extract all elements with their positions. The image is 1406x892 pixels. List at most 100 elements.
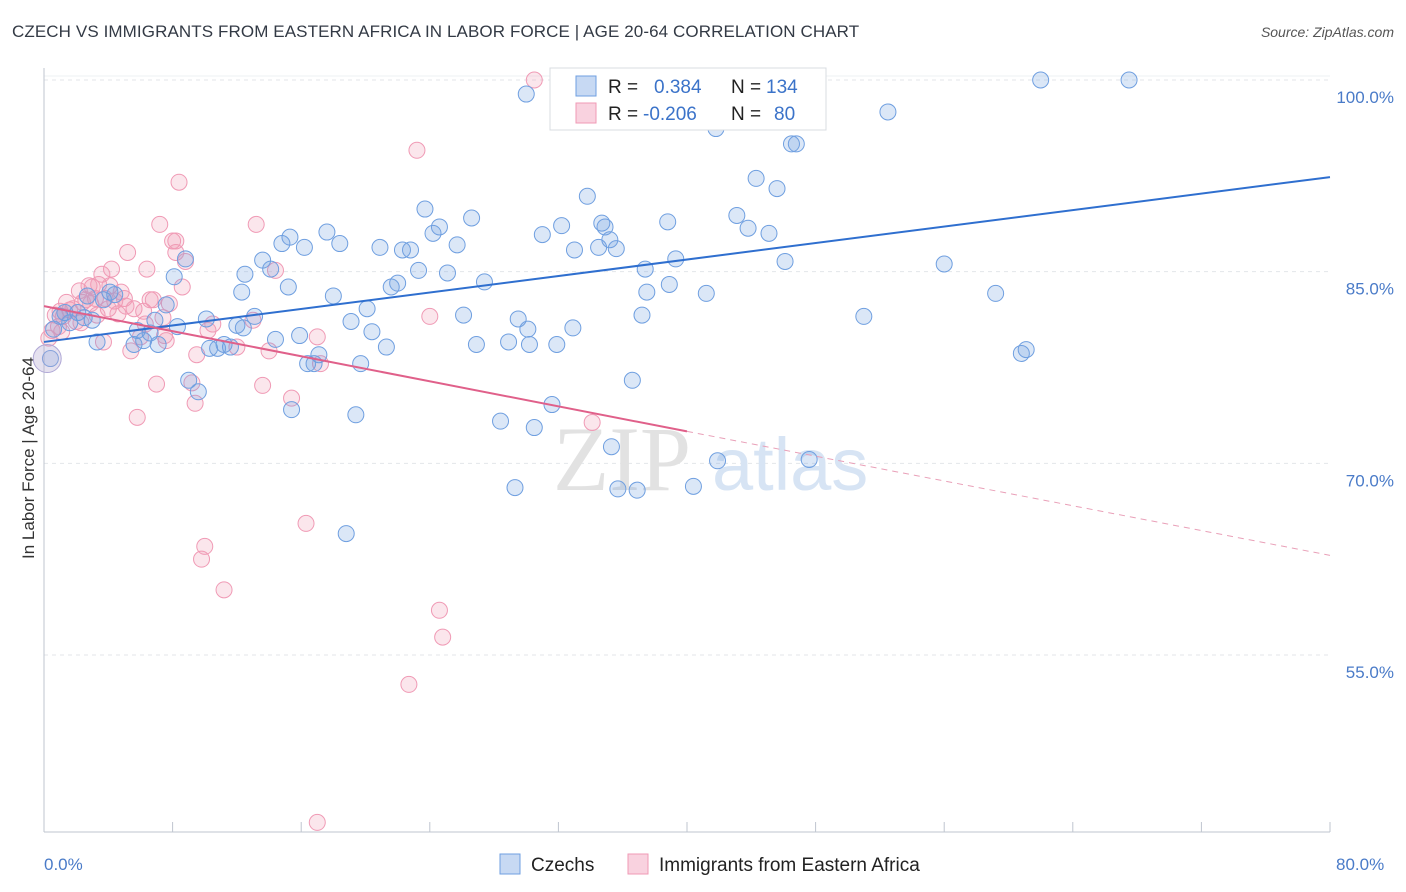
czechs-point [281,228,299,246]
eastern-africa-point [421,307,439,325]
x-tick-max: 80.0% [1336,855,1384,874]
czechs-point [125,336,143,353]
czechs-point [463,209,481,227]
eastern-africa-point [430,601,448,619]
x-axis-ticks [43,822,1331,832]
czechs-point [739,219,757,237]
czechs-point [371,238,389,256]
czechs-point [41,350,59,368]
source-label: Source: ZipAtlas.com [1260,24,1394,40]
eastern-africa-point [144,291,162,309]
czechs-point [602,438,620,456]
y-tick-label: 100.0% [1336,88,1394,107]
czechs-point [638,283,656,301]
bottom-legend-eastern-africa: Immigrants from Eastern Africa [659,855,920,876]
eastern-africa-point [308,813,326,831]
czechs-point [262,260,280,278]
czechs-point [800,451,818,468]
x-tick-min: 0.0% [44,855,83,874]
czechs-point [633,306,651,324]
czechs-point [855,307,873,325]
czechs-point [455,306,473,324]
legend-n-label-1: N = [731,77,761,98]
bottom-legend-swatch-eastern-africa [627,853,649,875]
czechs-point [628,481,646,499]
czechs-point [596,218,614,236]
czechs-point [448,236,466,254]
czechs-point [776,252,794,270]
czechs-point [520,336,538,353]
czechs-point [337,525,355,543]
series-legend: Czechs Immigrants from Eastern Africa [499,853,920,876]
czechs-point [377,338,395,356]
czechs-point [768,180,786,198]
czechs-point [467,336,485,353]
czechs-point [438,264,456,282]
czechs-point [389,274,407,292]
czechs-point [533,226,551,244]
czechs-point [189,383,207,401]
czechs-point [416,200,434,218]
czechs-point [578,187,596,205]
eastern-africa-point [408,141,426,159]
czechs-point [519,320,537,338]
czechs-point [149,336,167,353]
y-tick-label: 70.0% [1346,471,1394,490]
watermark-atlas: atlas [712,423,868,506]
czechs-point [684,477,702,495]
czechs-point [747,169,765,187]
czechs-point [410,261,428,279]
czechs-point [623,371,641,389]
czechs-point [760,224,778,242]
czechs-point [88,333,106,351]
eastern-africa-point [148,375,166,393]
bottom-legend-czechs: Czechs [531,855,594,876]
czechs-point [500,333,518,351]
y-axis-label: In Labor Force | Age 20-64 [19,357,38,559]
eastern-africa-point [583,413,601,431]
eastern-africa-point [151,215,169,233]
czechs-point [342,313,360,330]
czechs-point [347,406,365,424]
bottom-legend-swatch-czechs [499,853,521,875]
czechs-point [1032,71,1050,89]
czechs-point [234,319,252,337]
czechs-point [659,213,677,231]
eastern-africa-point [254,376,272,394]
czechs-point [324,287,342,305]
series-czechs-points [32,71,1138,543]
czechs-point [106,286,124,304]
legend-n-label-2: N = [731,104,761,125]
legend-r-label-2: R = [608,104,638,125]
czechs-point [283,401,301,419]
series-eastern-africa-points [40,71,601,831]
czechs-point [279,278,297,296]
eastern-africa-point [193,550,211,568]
czechs-point [295,238,313,256]
czechs-point [291,327,309,345]
czechs-point [157,296,175,314]
legend-r-value-1: 0.384 [654,77,702,98]
czechs-point [402,241,420,259]
eastern-africa-point [183,374,201,392]
y-tick-label: 85.0% [1346,280,1394,299]
czechs-point-large [32,344,62,374]
czechs-point [299,355,317,373]
czechs-point [879,103,897,121]
eastern-africa-point [400,675,418,693]
czechs-point [318,223,336,241]
eastern-africa-point [138,260,156,278]
czechs-point [363,323,381,341]
czechs-point [331,235,349,253]
czechs-point [101,283,119,301]
legend-n-value-2: 80 [774,104,795,125]
czechs-point [787,135,805,153]
czechs-point [782,135,800,153]
legend-swatch-pink [575,102,597,124]
czechs-point [492,412,510,430]
eastern-africa-point [103,260,121,278]
czechs-point [358,300,376,318]
eastern-africa-point [297,514,315,532]
czechs-point [609,480,627,498]
